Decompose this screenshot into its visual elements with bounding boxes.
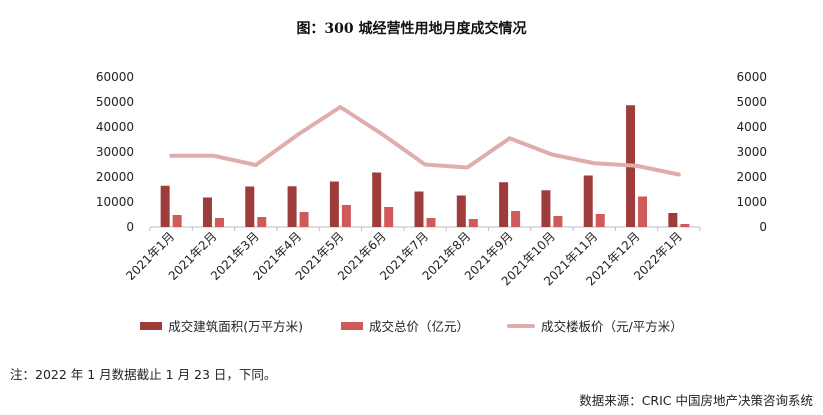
y-right-tick-label: 3000 bbox=[736, 145, 767, 159]
bar-area bbox=[329, 181, 339, 227]
y-left-tick-label: 0 bbox=[126, 220, 134, 234]
y-left-tick-label: 60000 bbox=[96, 70, 134, 84]
bar-area bbox=[541, 190, 551, 227]
bar-area bbox=[456, 195, 466, 227]
bar-total bbox=[468, 219, 478, 227]
y-right-tick-label: 5000 bbox=[736, 95, 767, 109]
bar-total bbox=[511, 211, 521, 227]
footnote: 注：2022 年 1 月数据截止 1 月 23 日，下同。 bbox=[10, 367, 277, 382]
y-left-tick-label: 50000 bbox=[96, 95, 134, 109]
y-left-tick-label: 20000 bbox=[96, 170, 134, 184]
bar-area bbox=[668, 213, 678, 227]
bar-area bbox=[202, 197, 212, 227]
y-left-tick-label: 30000 bbox=[96, 145, 134, 159]
y-right-tick-label: 1000 bbox=[736, 195, 767, 209]
legend-item-area: 成交建筑面积(万平方米) bbox=[140, 316, 303, 335]
legend-label-price: 成交楼板价（元/平方米） bbox=[541, 319, 683, 334]
y-right-tick-label: 4000 bbox=[736, 120, 767, 134]
bar-total bbox=[299, 212, 309, 227]
bar-total bbox=[214, 218, 224, 227]
bar-total bbox=[680, 224, 690, 227]
bar-area bbox=[372, 172, 382, 227]
legend-label-area: 成交建筑面积(万平方米) bbox=[168, 319, 304, 334]
data-source: 数据来源：CRIC 中国房地产决策咨询系统 bbox=[579, 393, 813, 408]
legend-item-price: 成交楼板价（元/平方米） bbox=[507, 316, 683, 335]
bar-total bbox=[341, 205, 351, 227]
line-price bbox=[169, 105, 681, 177]
bar-total bbox=[595, 214, 605, 227]
bar-area bbox=[583, 175, 593, 227]
legend-swatch-total bbox=[341, 321, 364, 330]
y-right-tick-label: 0 bbox=[759, 220, 767, 234]
bar-total bbox=[426, 218, 436, 227]
y-left-tick-label: 40000 bbox=[96, 120, 134, 134]
bar-area bbox=[287, 186, 297, 227]
legend: 成交建筑面积(万平方米) 成交总价（亿元） 成交楼板价（元/平方米） bbox=[0, 316, 823, 335]
bar-total bbox=[384, 207, 394, 227]
bar-total bbox=[553, 216, 563, 227]
legend-item-total: 成交总价（亿元） bbox=[341, 316, 469, 335]
bar-total bbox=[257, 217, 267, 227]
legend-label-total: 成交总价（亿元） bbox=[369, 319, 470, 334]
bar-area bbox=[160, 185, 170, 227]
bar-area bbox=[414, 191, 424, 227]
bar-total bbox=[638, 196, 648, 227]
legend-swatch-area bbox=[140, 321, 163, 330]
y-right-tick-label: 6000 bbox=[736, 70, 767, 84]
y-left-tick-label: 10000 bbox=[96, 195, 134, 209]
bar-area bbox=[245, 186, 255, 227]
bar-area bbox=[499, 182, 509, 227]
y-right-tick-label: 2000 bbox=[736, 170, 767, 184]
bar-total bbox=[172, 215, 182, 227]
legend-swatch-price bbox=[507, 323, 536, 328]
chart-title: 图：300 城经营性用地月度成交情况 bbox=[296, 21, 527, 37]
